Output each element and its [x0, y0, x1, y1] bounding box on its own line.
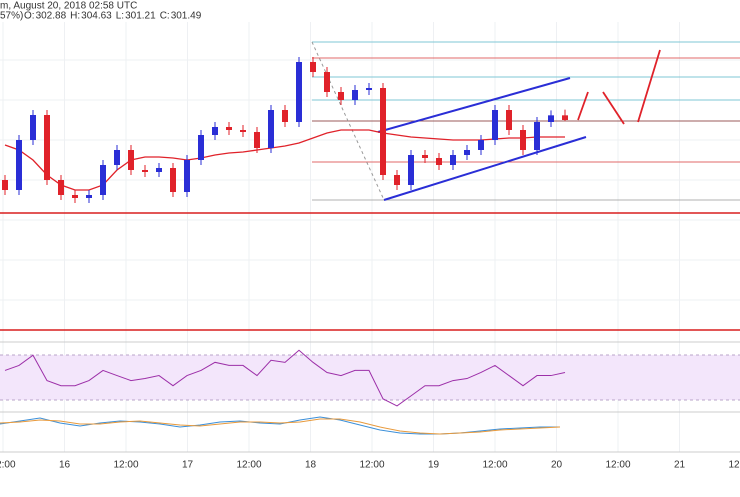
candle-body — [366, 88, 372, 90]
x-tick-label: 12:00 — [359, 460, 384, 471]
ohlc-value: 301.49 — [171, 11, 202, 22]
x-tick-label: 12:00 — [728, 460, 740, 471]
x-tick-label: 19 — [428, 460, 440, 471]
ohlc-value: 302.88 — [36, 11, 67, 22]
ohlc-label: C: — [160, 11, 170, 22]
candle-body — [58, 180, 64, 195]
header-change: 57%) — [0, 11, 23, 22]
x-tick-label: 12:00 — [0, 460, 16, 471]
candle-body — [436, 158, 442, 165]
candle-body — [142, 170, 148, 172]
candle-body — [156, 168, 162, 172]
moving-average — [4, 129, 565, 191]
candle-body — [548, 115, 554, 122]
candle-body — [212, 127, 218, 135]
ohlc-label: L: — [116, 11, 124, 22]
x-tick-label: 12:00 — [113, 460, 138, 471]
rsi-line — [4, 349, 566, 407]
x-axis: 12:00 16 12:00 17 12:00 18 12:00 19 12:00 20 12:00… — [0, 460, 740, 471]
x-tick-label: 12:00 — [236, 460, 261, 471]
candle-body — [394, 175, 400, 185]
candle-body — [422, 155, 428, 158]
candle-body — [268, 110, 274, 148]
support-lines — [0, 212, 740, 331]
candle-body — [310, 62, 316, 72]
candles — [2, 57, 568, 203]
candle-body — [184, 160, 190, 192]
forecast-path — [577, 49, 661, 125]
candle-body — [506, 110, 512, 130]
candle-body — [2, 180, 8, 190]
candle-body — [170, 168, 176, 192]
candle-body — [478, 140, 484, 150]
candle-body — [296, 62, 302, 122]
candle-body — [520, 130, 526, 150]
x-tick-label: 12:00 — [605, 460, 630, 471]
candle-body — [450, 155, 456, 165]
candle-body — [240, 130, 246, 132]
candle-body — [128, 150, 134, 170]
candle-body — [30, 115, 36, 140]
candle-body — [408, 155, 414, 185]
header-title: m, August 20, 2018 02:58 UTC — [0, 1, 137, 12]
macd-panel — [0, 416, 561, 435]
candle-body — [100, 165, 106, 195]
x-tick-label: 20 — [551, 460, 563, 471]
candle-body — [534, 122, 540, 150]
ohlc-label: H: — [70, 11, 80, 22]
candle-body — [380, 88, 386, 175]
ohlc-label: O: — [24, 11, 35, 22]
candle-body — [86, 195, 92, 198]
rsi-band — [0, 355, 740, 400]
x-tick-label: 18 — [305, 460, 317, 471]
x-tick-label: 12:00 — [482, 460, 507, 471]
ohlc-value: 304.63 — [81, 11, 112, 22]
x-tick-label: 16 — [59, 460, 71, 471]
candle-body — [44, 115, 50, 180]
candle-body — [464, 150, 470, 155]
candle-body — [352, 90, 358, 100]
candle-body — [562, 115, 568, 120]
candle-body — [16, 140, 22, 190]
candle-body — [198, 135, 204, 160]
candle-body — [338, 92, 344, 100]
candle-body — [282, 110, 288, 122]
ohlc-value: 301.21 — [125, 11, 156, 22]
ohlc-readout: O: 302.88 H: 304.63 L: 301.21 C: 301.49 — [24, 11, 202, 22]
x-tick-label: 17 — [182, 460, 194, 471]
x-tick-label: 21 — [674, 460, 686, 471]
candle-body — [114, 150, 120, 165]
channel — [377, 77, 587, 201]
candle-body — [492, 110, 498, 140]
candle-body — [226, 127, 232, 130]
candle-body — [72, 195, 78, 198]
candle-body — [324, 72, 330, 92]
candle-body — [254, 132, 260, 148]
